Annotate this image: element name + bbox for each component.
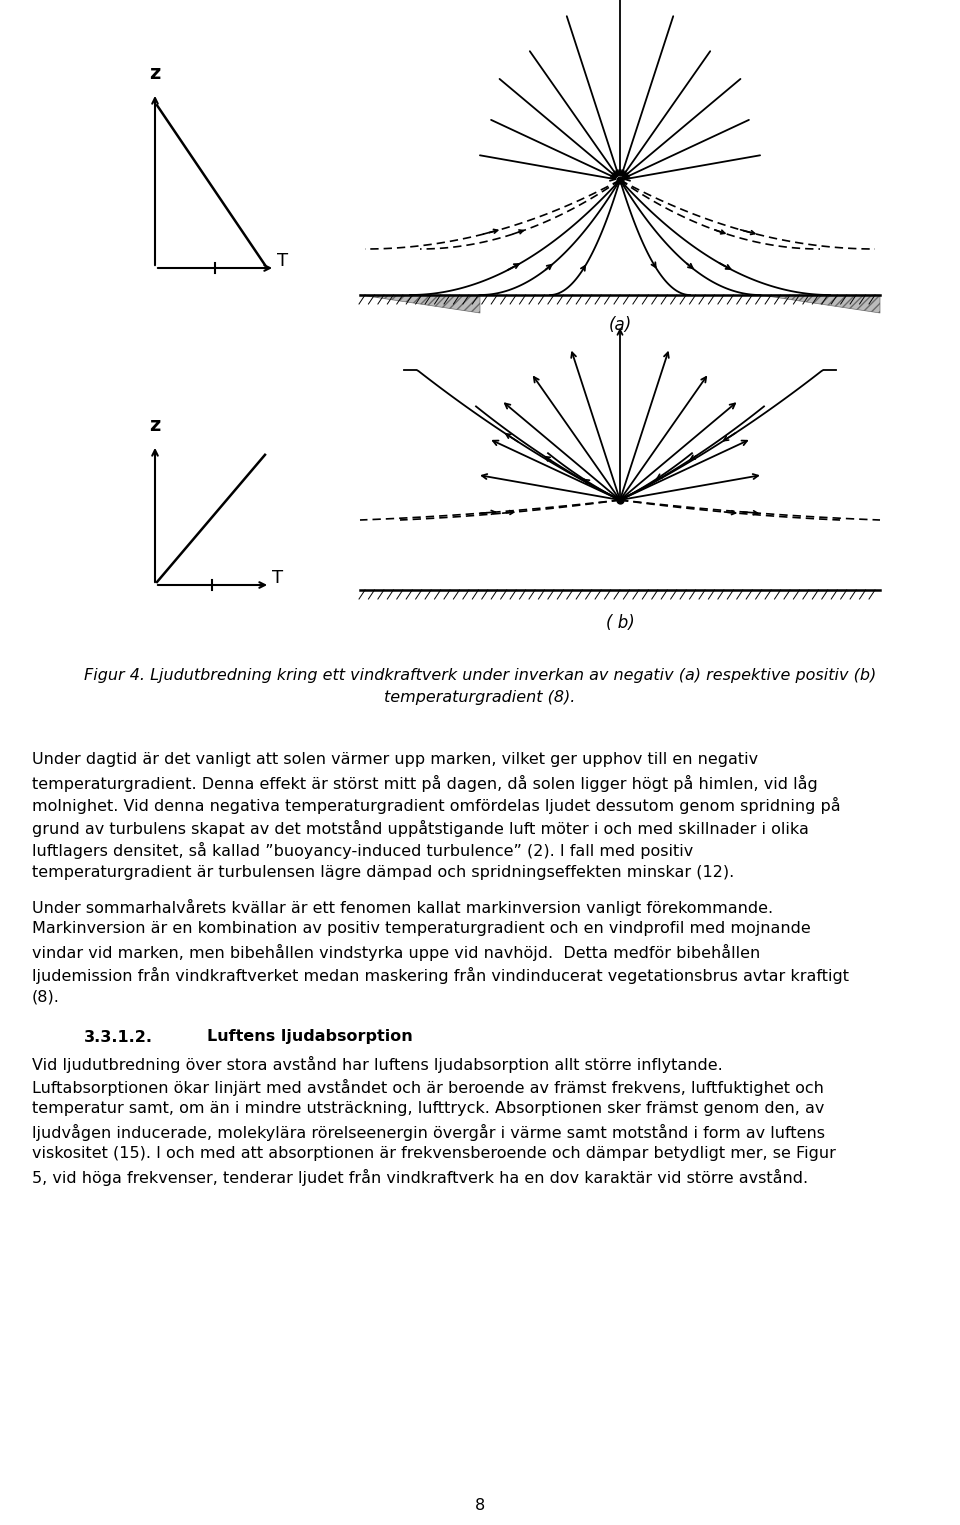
Text: ( b): ( b) <box>606 615 635 631</box>
Text: 8: 8 <box>475 1498 485 1513</box>
Text: Vid ljudutbredning över stora avstånd har luftens ljudabsorption allt större inf: Vid ljudutbredning över stora avstånd ha… <box>32 1055 723 1074</box>
Text: Luftens ljudabsorption: Luftens ljudabsorption <box>207 1029 413 1045</box>
Text: T: T <box>273 569 283 587</box>
Text: Under sommarhalvårets kvällar är ett fenomen kallat markinversion vanligt föreko: Under sommarhalvårets kvällar är ett fen… <box>32 900 773 917</box>
Text: molnighet. Vid denna negativa temperaturgradient omfördelas ljudet dessutom geno: molnighet. Vid denna negativa temperatur… <box>32 798 841 814</box>
Text: temperaturgradient. Denna effekt är störst mitt på dagen, då solen ligger högt p: temperaturgradient. Denna effekt är stör… <box>32 775 818 791</box>
Text: grund av turbulens skapat av det motstånd uppåtstigande luft möter i och med ski: grund av turbulens skapat av det motstån… <box>32 819 809 837</box>
Text: vindar vid marken, men bibehållen vindstyrka uppe vid navhöjd.  Detta medför bib: vindar vid marken, men bibehållen vindst… <box>32 944 760 961</box>
Text: T: T <box>277 252 289 270</box>
Text: Markinversion är en kombination av positiv temperaturgradient och en vindprofil : Markinversion är en kombination av posit… <box>32 921 811 936</box>
Text: temperaturgradient (8).: temperaturgradient (8). <box>384 689 576 705</box>
Text: 5, vid höga frekvenser, tenderar ljudet från vindkraftverk ha en dov karaktär vi: 5, vid höga frekvenser, tenderar ljudet … <box>32 1168 808 1185</box>
Text: luftlagers densitet, så kallad ”buoyancy-induced turbulence” (2). I fall med pos: luftlagers densitet, så kallad ”buoyancy… <box>32 842 693 859</box>
Text: 3.3.1.2.: 3.3.1.2. <box>84 1029 153 1045</box>
Text: z: z <box>150 416 160 435</box>
Text: z: z <box>150 64 160 82</box>
Text: Figur 4. Ljudutbredning kring ett vindkraftverk under inverkan av negativ (a) re: Figur 4. Ljudutbredning kring ett vindkr… <box>84 668 876 683</box>
Text: temperaturgradient är turbulensen lägre dämpad och spridningseffekten minskar (1: temperaturgradient är turbulensen lägre … <box>32 865 734 880</box>
Text: ljudvågen inducerade, molekylära rörelseenergin övergår i värme samt motstånd i : ljudvågen inducerade, molekylära rörelse… <box>32 1124 825 1141</box>
Text: (a): (a) <box>609 316 632 334</box>
Text: temperatur samt, om än i mindre utsträckning, lufttryck. Absorptionen sker främs: temperatur samt, om än i mindre utsträck… <box>32 1101 825 1116</box>
Text: Under dagtid är det vanligt att solen värmer upp marken, vilket ger upphov till : Under dagtid är det vanligt att solen vä… <box>32 752 758 767</box>
Text: (8).: (8). <box>32 990 60 1003</box>
Text: Luftabsorptionen ökar linjärt med avståndet och är beroende av främst frekvens, : Luftabsorptionen ökar linjärt med avstån… <box>32 1078 824 1095</box>
Text: viskositet (15). I och med att absorptionen är frekvensberoende och dämpar betyd: viskositet (15). I och med att absorptio… <box>32 1145 836 1161</box>
Text: ljudemission från vindkraftverket medan maskering från vindinducerat vegetations: ljudemission från vindkraftverket medan … <box>32 967 849 984</box>
